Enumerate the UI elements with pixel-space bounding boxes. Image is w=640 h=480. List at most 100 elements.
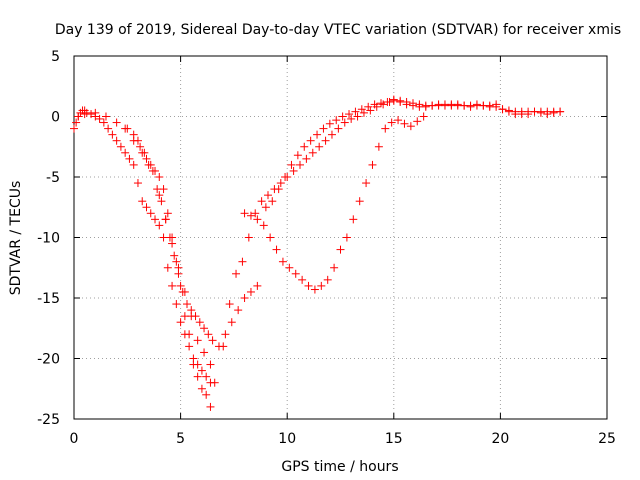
data-point bbox=[300, 142, 309, 151]
data-point bbox=[387, 118, 396, 127]
data-point bbox=[257, 197, 266, 206]
data-point bbox=[174, 263, 183, 272]
data-point bbox=[142, 203, 151, 212]
data-point bbox=[155, 173, 164, 181]
data-point bbox=[91, 108, 100, 117]
data-point bbox=[340, 118, 349, 127]
x-tick-label: 5 bbox=[176, 431, 185, 447]
data-point bbox=[298, 275, 307, 284]
data-point bbox=[138, 197, 147, 206]
data-point bbox=[112, 136, 121, 145]
data-point bbox=[325, 119, 334, 128]
data-point bbox=[381, 124, 390, 133]
data-point bbox=[200, 348, 209, 357]
data-point bbox=[180, 287, 189, 296]
data-point bbox=[246, 211, 255, 220]
data-point bbox=[221, 330, 230, 339]
data-point bbox=[293, 151, 302, 160]
data-point bbox=[351, 107, 360, 116]
data-point bbox=[379, 100, 388, 109]
data-point bbox=[185, 342, 194, 351]
data-point bbox=[165, 233, 174, 242]
data-point bbox=[359, 108, 368, 117]
data-point bbox=[142, 154, 151, 163]
data-point bbox=[72, 118, 81, 127]
data-point bbox=[161, 215, 170, 224]
data-point bbox=[287, 160, 296, 169]
data-point bbox=[240, 294, 249, 302]
data-point bbox=[129, 130, 138, 139]
data-point bbox=[302, 154, 311, 163]
data-point bbox=[349, 215, 358, 224]
y-tick-labels: 5 0 -5 -10 -15 -20 -25 bbox=[37, 49, 60, 428]
axis-ticks bbox=[73, 55, 608, 420]
data-point bbox=[168, 239, 177, 248]
data-point bbox=[206, 360, 215, 369]
data-point bbox=[396, 96, 405, 105]
data-point bbox=[278, 257, 287, 266]
y-tick-label: 0 bbox=[51, 110, 60, 126]
data-point bbox=[317, 281, 326, 290]
data-point bbox=[261, 203, 270, 212]
data-point bbox=[259, 221, 268, 230]
data-point bbox=[202, 372, 211, 381]
data-point bbox=[168, 281, 177, 290]
data-point bbox=[146, 209, 155, 218]
data-point bbox=[355, 197, 364, 206]
data-point bbox=[163, 263, 172, 272]
data-point bbox=[330, 263, 339, 272]
data-point bbox=[95, 114, 104, 123]
data-point bbox=[176, 318, 185, 327]
data-point bbox=[187, 312, 196, 321]
data-point bbox=[342, 233, 351, 242]
data-point bbox=[347, 114, 356, 123]
data-point bbox=[357, 105, 366, 114]
data-point bbox=[345, 110, 354, 119]
data-point bbox=[253, 215, 262, 224]
data-point bbox=[155, 191, 164, 200]
data-point bbox=[323, 275, 332, 284]
x-tick-label: 20 bbox=[491, 431, 509, 447]
data-point bbox=[310, 285, 319, 294]
data-point bbox=[295, 160, 304, 169]
data-point bbox=[148, 166, 157, 175]
data-point bbox=[304, 281, 313, 290]
data-point bbox=[125, 154, 134, 163]
data-point bbox=[101, 112, 110, 121]
data-point bbox=[321, 136, 330, 145]
data-point bbox=[197, 366, 206, 375]
y-axis-label: SDTVAR / TECUs bbox=[8, 181, 24, 296]
data-point bbox=[129, 160, 138, 169]
data-point bbox=[123, 124, 132, 133]
data-point bbox=[289, 166, 298, 175]
data-point bbox=[195, 318, 204, 327]
data-point bbox=[121, 148, 130, 157]
data-point bbox=[82, 108, 91, 117]
x-tick-label: 25 bbox=[598, 431, 616, 447]
x-tick-label: 10 bbox=[278, 431, 296, 447]
data-point bbox=[251, 209, 260, 218]
data-point bbox=[291, 269, 300, 278]
data-point bbox=[419, 112, 428, 121]
data-point bbox=[133, 179, 142, 188]
data-point bbox=[206, 402, 215, 411]
data-point bbox=[227, 318, 236, 327]
data-point bbox=[498, 105, 507, 114]
data-point bbox=[268, 197, 277, 206]
data-point bbox=[232, 269, 241, 278]
data-point bbox=[197, 384, 206, 393]
data-point bbox=[366, 106, 375, 115]
data-point bbox=[112, 118, 121, 127]
data-point bbox=[225, 300, 234, 309]
y-tick-label: -20 bbox=[37, 352, 60, 368]
data-point bbox=[182, 300, 191, 309]
data-point bbox=[394, 116, 403, 125]
data-point bbox=[193, 336, 202, 345]
data-point bbox=[214, 342, 223, 351]
data-point bbox=[157, 197, 166, 206]
data-point bbox=[266, 233, 275, 242]
data-point bbox=[285, 263, 294, 272]
data-point bbox=[172, 257, 181, 266]
